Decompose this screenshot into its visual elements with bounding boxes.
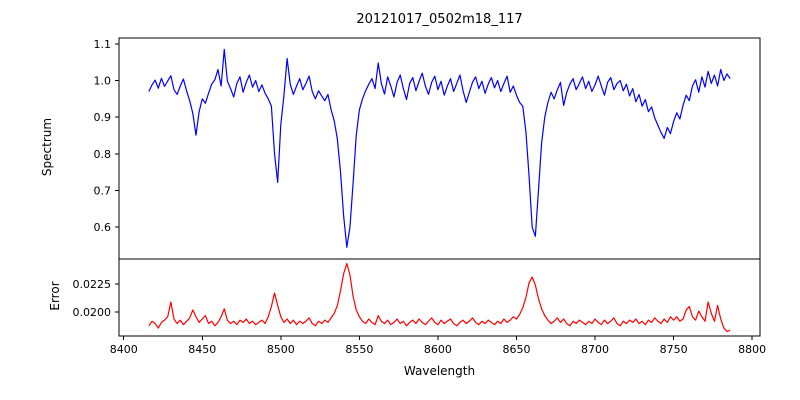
chart-title: 20121017_0502m18_117	[356, 12, 523, 27]
spectrum-y-axis-label: Spectrum	[40, 117, 54, 177]
spectrum-y-tick-label: 0.8	[94, 148, 112, 161]
spectrum-y-tick-label: 1.1	[94, 38, 112, 51]
spectrum-axes-frame	[118, 37, 761, 260]
error-y-tick-label: 0.0225	[73, 278, 112, 291]
spectrum-line	[148, 48, 731, 248]
error-line	[148, 262, 731, 333]
x-tick-label: 8600	[424, 343, 452, 356]
spectrum-y-tick-label: 0.7	[94, 184, 112, 197]
x-tick-label: 8550	[345, 343, 373, 356]
x-tick-label: 8800	[738, 343, 766, 356]
x-axis-label: Wavelength	[403, 364, 476, 378]
axis-ticks: 8400 8450 8500 8550 8600 8650 8700 8750 8800 0.6 0…	[73, 38, 767, 356]
x-tick-label: 8650	[502, 343, 530, 356]
spectrum-y-tick-label: 0.6	[94, 221, 112, 234]
spectrum-y-tick-label: 1.0	[94, 75, 112, 88]
x-tick-label: 8500	[267, 343, 295, 356]
x-tick-label: 8450	[188, 343, 216, 356]
x-tick-label: 8700	[581, 343, 609, 356]
error-y-axis-label: Error	[48, 281, 62, 311]
series	[148, 48, 731, 333]
error-axes-frame	[118, 258, 761, 337]
error-y-tick-label: 0.0200	[73, 306, 112, 319]
axes-frames	[118, 37, 761, 337]
spectrum-y-tick-label: 0.9	[94, 111, 112, 124]
x-tick-label: 8750	[660, 343, 688, 356]
x-tick-label: 8400	[110, 343, 138, 356]
